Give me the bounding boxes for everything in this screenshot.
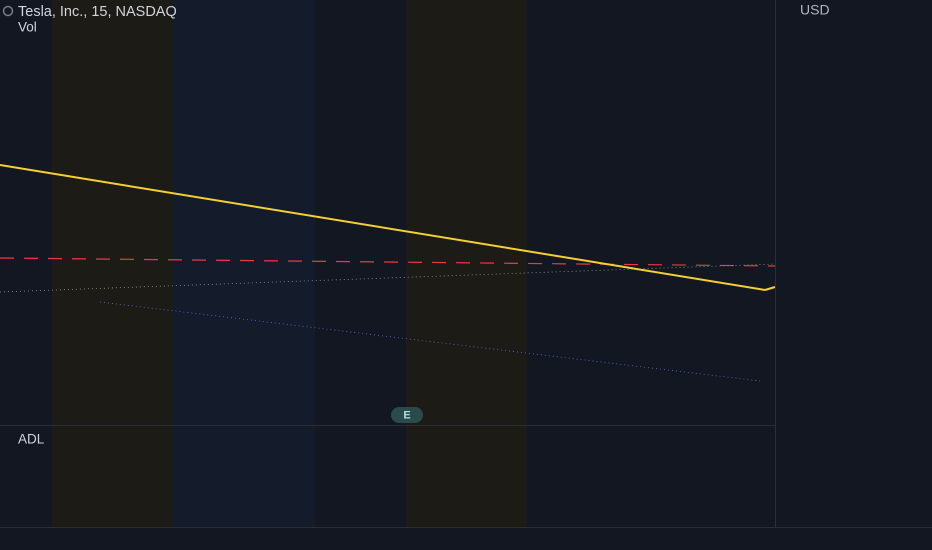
currency-label: USD bbox=[800, 2, 830, 18]
chart-title: Tesla, Inc., 15, NASDAQ bbox=[18, 4, 177, 20]
session-shade bbox=[172, 0, 315, 527]
volume-label: Vol bbox=[18, 20, 37, 35]
time-axis bbox=[0, 527, 932, 550]
dotted-trend bbox=[99, 301, 761, 382]
symbol-icon bbox=[2, 5, 14, 17]
indicator-label: ADL bbox=[18, 432, 45, 447]
sessions bbox=[52, 0, 527, 527]
earnings-label: E bbox=[403, 409, 410, 421]
trend-line bbox=[0, 164, 766, 291]
drawings bbox=[0, 164, 776, 382]
earnings-badge bbox=[391, 407, 423, 423]
earnings-icon: E bbox=[391, 407, 423, 423]
session-shade bbox=[52, 0, 172, 527]
price-axis bbox=[775, 0, 932, 550]
trend-line bbox=[764, 286, 776, 291]
dashed-average bbox=[0, 257, 776, 267]
